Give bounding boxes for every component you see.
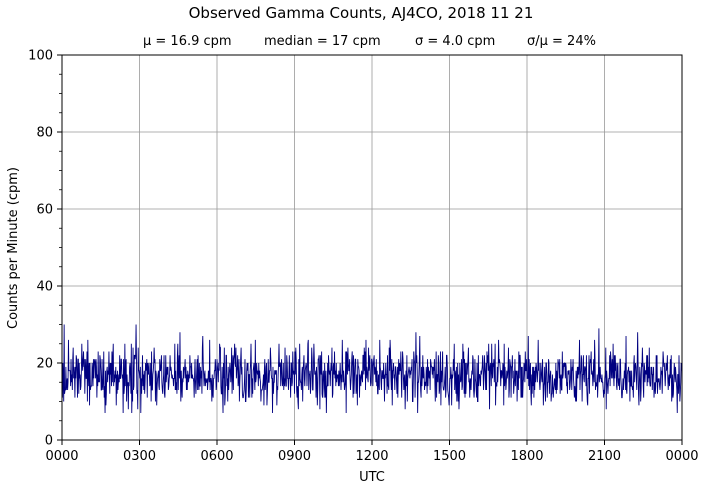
stat-ratio: σ/μ = 24% [527,34,596,49]
series-line [61,324,683,414]
x-tick-label: 1500 [433,449,466,464]
stat-mean: μ = 16.9 cpm [143,34,232,49]
x-axis-label: UTC [359,470,385,485]
x-tick-label: 0600 [200,449,233,464]
grid [62,55,682,440]
x-tick-label: 1200 [355,449,388,464]
y-axis-label: Counts per Minute (cpm) [6,167,21,329]
chart-title: Observed Gamma Counts, AJ4CO, 2018 11 21 [189,4,534,22]
y-tick-label: 40 [36,280,53,295]
y-tick-label: 0 [45,434,53,449]
x-axis: 0000 0300 0600 0900 1200 1500 1800 2100 0000 [45,440,699,464]
x-tick-label: 0300 [123,449,156,464]
x-tick-label: 0000 [665,449,698,464]
y-tick-label: 100 [28,49,53,64]
y-tick-label: 20 [36,357,53,372]
x-tick-label: 1800 [510,449,543,464]
series-layer [61,324,683,414]
y-tick-label: 60 [36,203,53,218]
y-axis: 0 20 40 60 80 100 [28,49,62,449]
x-tick-label: 2100 [588,449,621,464]
stat-sigma: σ = 4.0 cpm [415,34,495,49]
x-tick-label: 0900 [278,449,311,464]
stat-median: median = 17 cpm [264,34,381,49]
x-tick-label: 0000 [45,449,78,464]
y-tick-label: 80 [36,126,53,141]
